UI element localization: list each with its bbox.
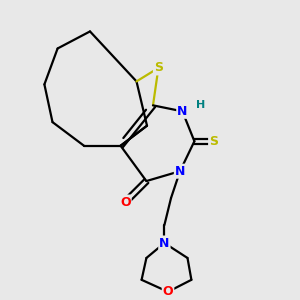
Text: N: N <box>175 165 185 178</box>
Text: N: N <box>159 236 170 250</box>
Text: H: H <box>196 100 205 110</box>
Text: O: O <box>163 285 173 298</box>
Text: S: S <box>154 61 163 74</box>
Text: S: S <box>209 135 218 148</box>
Text: N: N <box>177 105 188 118</box>
Text: O: O <box>120 196 131 208</box>
